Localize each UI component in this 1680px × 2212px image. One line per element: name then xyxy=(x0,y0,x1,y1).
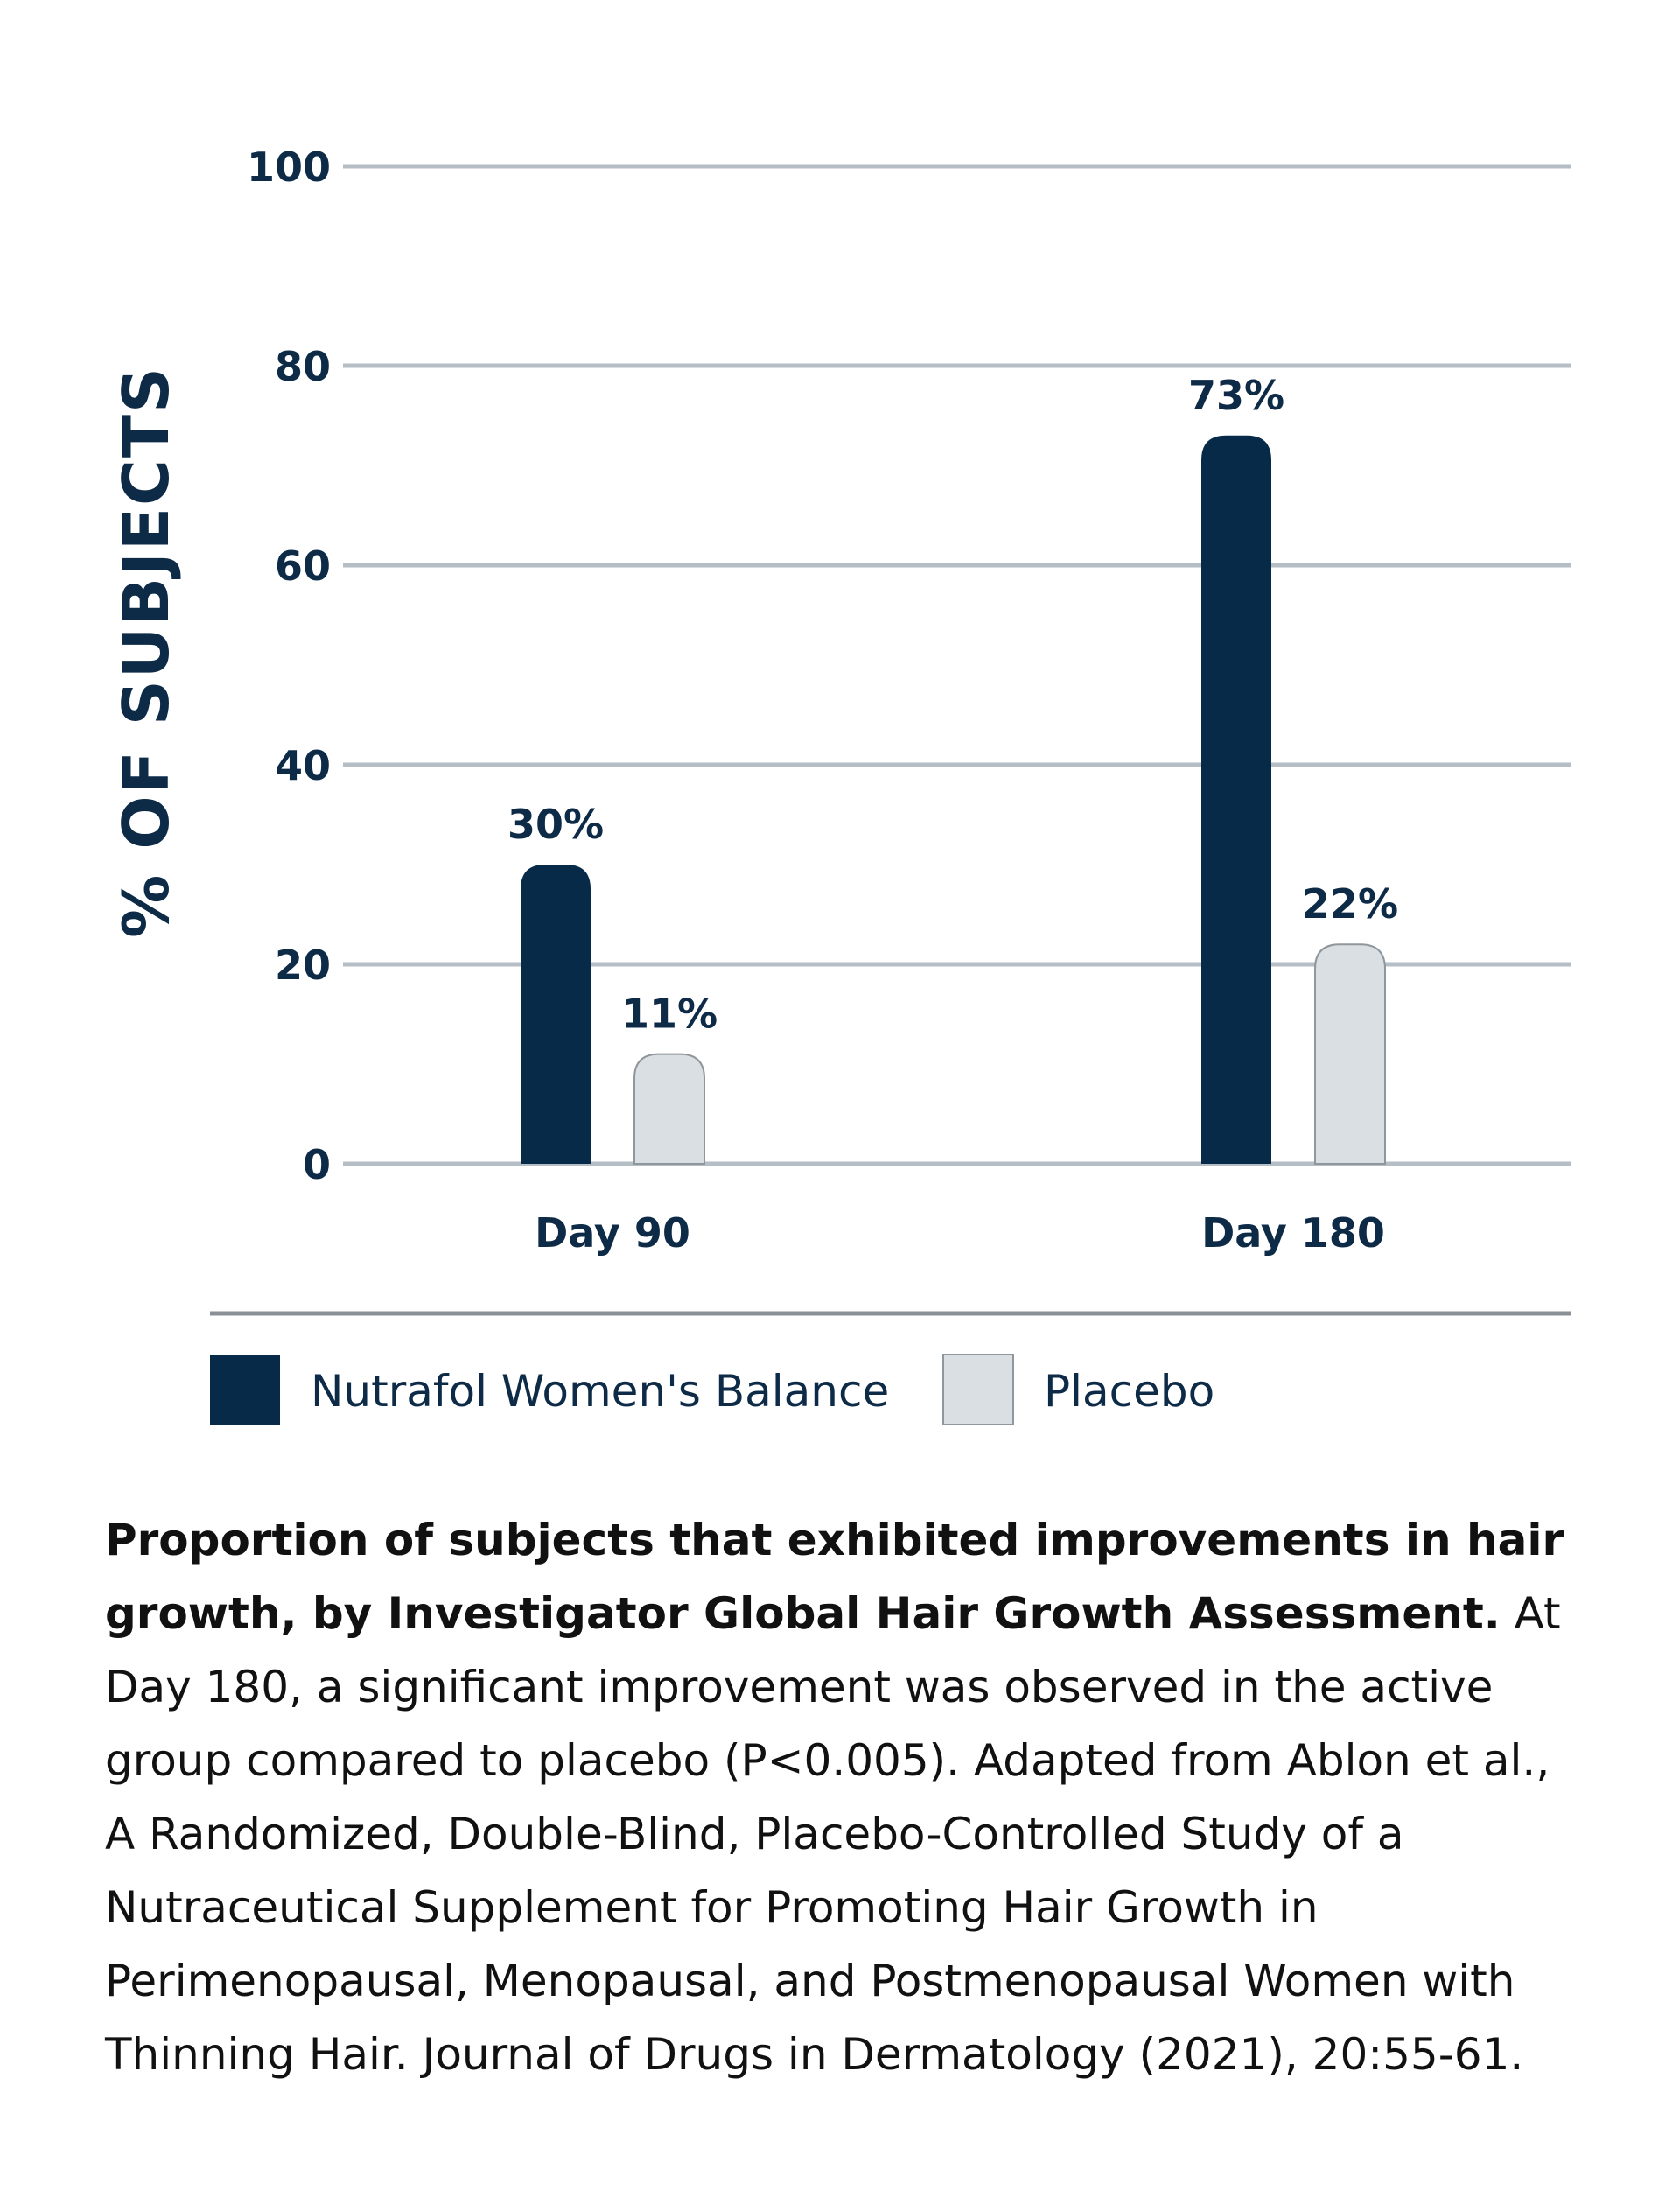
bar-nutrafol-women-s-balance-day-90 xyxy=(521,864,591,1164)
x-tick-label-day-180: Day 180 xyxy=(1201,1209,1385,1256)
chart-svg: 0 20 40 60 80 100 % OF SUBJECTS 30% 11% Day 90 73%… xyxy=(109,144,1572,1425)
caption-body-text: At Day 180, a significant improvement wa… xyxy=(105,1588,1561,2080)
y-tick-label-80: 80 xyxy=(275,343,331,390)
legend-swatch-nutrafol-women-s-balance xyxy=(210,1354,280,1424)
y-tick-label-40: 40 xyxy=(275,742,331,789)
x-tick-label-day-90: Day 90 xyxy=(535,1209,690,1256)
caption-bold-text: Proportion of subjects that exhibited im… xyxy=(105,1515,1564,1639)
bar-nutrafol-women-s-balance-day-180 xyxy=(1201,435,1271,1164)
y-tick-label-60: 60 xyxy=(275,542,331,590)
y-tick-label-20: 20 xyxy=(275,942,331,989)
y-axis-title: % OF SUBJECTS xyxy=(109,366,183,938)
data-label-placebo-day-90: 11% xyxy=(621,990,718,1038)
bar-placebo-day-180 xyxy=(1314,943,1386,1165)
bar-chart: 0 20 40 60 80 100 % OF SUBJECTS 30% 11% Day 90 73%… xyxy=(109,144,1572,1425)
legend-label-nutrafol-women-s-balance: Nutrafol Women's Balance xyxy=(311,1366,889,1417)
data-label-placebo-day-180: 22% xyxy=(1302,880,1398,928)
legend-swatch-placebo xyxy=(942,1354,1014,1425)
bar-placebo-day-90 xyxy=(634,1053,705,1165)
y-tick-label-100: 100 xyxy=(247,144,331,191)
data-label-nutrafol-women-s-balance-day-180: 73% xyxy=(1188,372,1284,419)
y-tick-label-0: 0 xyxy=(303,1141,331,1188)
chart-caption: Proportion of subjects that exhibited im… xyxy=(105,1503,1575,2091)
data-label-nutrafol-women-s-balance-day-90: 30% xyxy=(508,801,604,848)
legend-label-placebo: Placebo xyxy=(1044,1366,1214,1417)
